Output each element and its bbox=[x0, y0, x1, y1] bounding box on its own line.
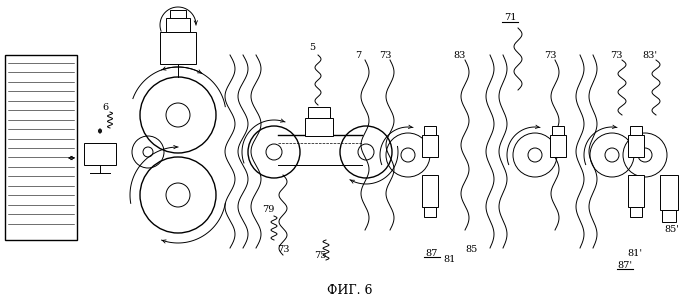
Bar bbox=[5, 55, 77, 240]
Text: 87': 87' bbox=[617, 260, 633, 269]
Text: 73: 73 bbox=[379, 51, 391, 60]
Bar bbox=[84, 143, 116, 165]
Bar bbox=[305, 118, 333, 136]
Text: 71: 71 bbox=[504, 14, 517, 23]
Bar bbox=[628, 135, 644, 157]
Text: 73: 73 bbox=[610, 51, 622, 60]
Text: 7: 7 bbox=[355, 51, 361, 60]
Text: 81': 81' bbox=[628, 249, 642, 257]
Text: 6: 6 bbox=[102, 104, 108, 113]
Text: 87: 87 bbox=[426, 249, 438, 257]
Bar bbox=[630, 207, 642, 217]
Bar bbox=[628, 175, 644, 207]
Bar bbox=[422, 135, 438, 157]
Bar bbox=[552, 126, 564, 135]
Bar bbox=[660, 175, 678, 210]
Text: 83: 83 bbox=[454, 51, 466, 60]
Bar bbox=[308, 107, 330, 118]
Text: 81: 81 bbox=[444, 256, 456, 265]
Bar bbox=[160, 32, 196, 64]
Bar bbox=[662, 210, 676, 222]
Text: 73: 73 bbox=[544, 51, 556, 60]
Bar bbox=[170, 10, 186, 18]
Text: 85: 85 bbox=[466, 246, 478, 255]
Bar bbox=[630, 126, 642, 135]
Text: 5: 5 bbox=[309, 44, 315, 52]
Text: 75: 75 bbox=[314, 250, 326, 259]
Text: 83': 83' bbox=[642, 51, 658, 60]
Bar bbox=[424, 207, 436, 217]
Text: 85': 85' bbox=[665, 225, 679, 234]
Bar bbox=[550, 135, 566, 157]
Bar bbox=[166, 18, 190, 32]
Bar bbox=[424, 126, 436, 135]
Text: 73: 73 bbox=[277, 246, 289, 255]
Text: ФИГ. 6: ФИГ. 6 bbox=[326, 284, 373, 296]
Bar bbox=[422, 175, 438, 207]
Text: 79: 79 bbox=[262, 206, 274, 215]
